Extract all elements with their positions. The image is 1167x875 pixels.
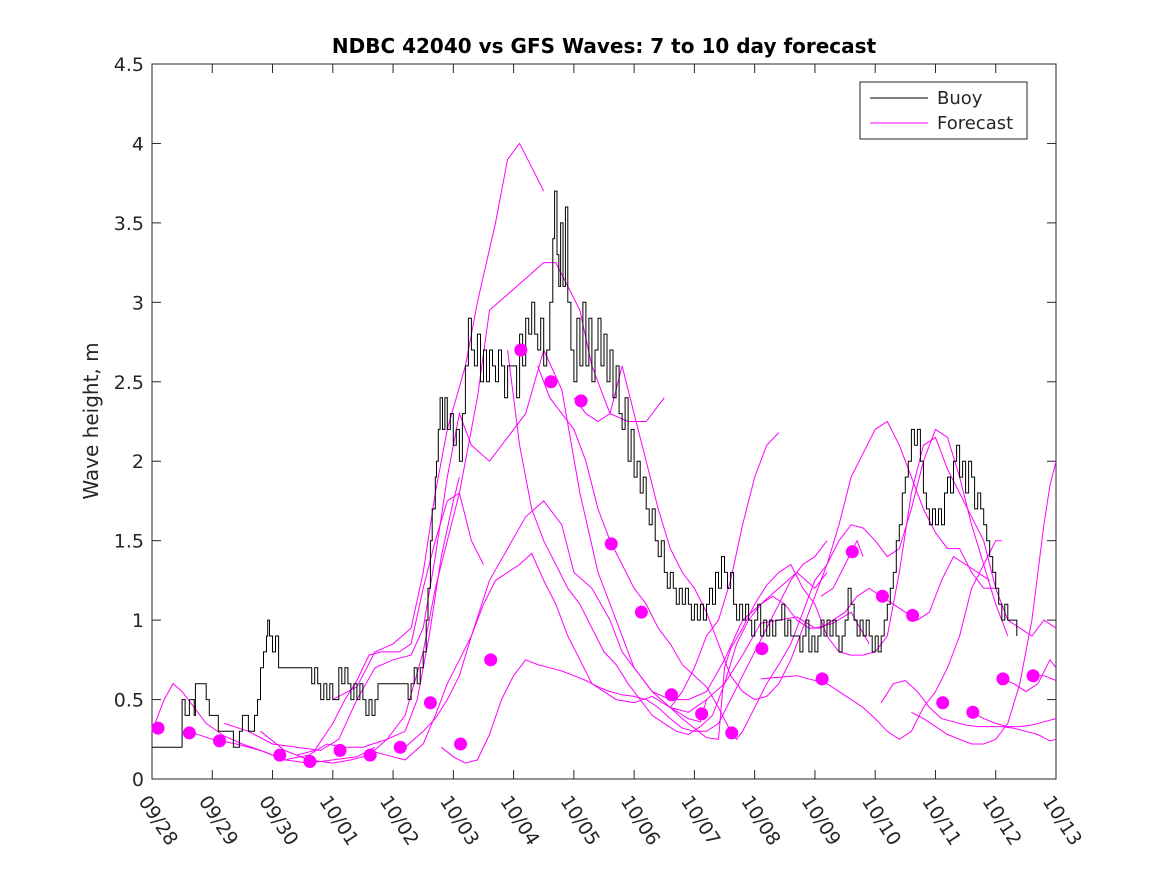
y-tick-label: 4 bbox=[132, 133, 144, 155]
forecast-line bbox=[188, 476, 460, 761]
forecast-marker bbox=[725, 726, 739, 740]
forecast-marker bbox=[634, 605, 648, 619]
y-tick-label: 3.5 bbox=[114, 213, 144, 235]
forecast-line bbox=[971, 711, 1057, 728]
forecast-marker bbox=[1026, 669, 1040, 683]
forecast-marker bbox=[936, 696, 950, 710]
forecast-line bbox=[296, 492, 484, 756]
forecast-marker bbox=[514, 343, 528, 357]
y-tick-label: 1 bbox=[132, 610, 144, 632]
forecast-marker bbox=[996, 672, 1010, 686]
forecast-line bbox=[669, 436, 1057, 740]
y-tick-label: 4.5 bbox=[114, 54, 144, 76]
forecast-marker bbox=[423, 696, 437, 710]
y-tick-label: 1.5 bbox=[114, 531, 144, 553]
y-tick-label: 2.5 bbox=[114, 372, 144, 394]
buoy-line bbox=[152, 190, 1018, 748]
y-tick-label: 2 bbox=[132, 451, 144, 473]
y-tick-label: 0 bbox=[132, 769, 144, 791]
forecast-marker bbox=[333, 743, 347, 757]
legend-buoy-label: Buoy bbox=[937, 88, 983, 109]
forecast-marker bbox=[815, 672, 829, 686]
forecast-line bbox=[224, 348, 828, 751]
chart-title: NDBC 42040 vs GFS Waves: 7 to 10 day for… bbox=[332, 34, 877, 58]
forecast-line bbox=[404, 552, 707, 748]
forecast-marker bbox=[906, 608, 920, 622]
legend-box bbox=[859, 81, 1028, 140]
forecast-marker bbox=[544, 375, 558, 389]
forecast-line bbox=[880, 679, 1057, 742]
y-tick-label: 0.5 bbox=[114, 690, 144, 712]
axes-box bbox=[151, 63, 1057, 780]
forecast-line bbox=[911, 461, 1057, 745]
forecast-marker bbox=[454, 737, 468, 751]
forecast-markers bbox=[151, 343, 1040, 769]
forecast-line bbox=[1001, 658, 1057, 693]
forecast-marker bbox=[484, 653, 498, 667]
forecast-marker bbox=[182, 726, 196, 740]
buoy-series bbox=[152, 190, 1018, 748]
forecast-marker bbox=[393, 740, 407, 754]
forecast-marker bbox=[273, 748, 287, 762]
forecast-marker bbox=[875, 589, 889, 603]
plot-area: 00.511.522.533.544.5 09/28 09/29 09/30 10/0… bbox=[114, 54, 1086, 850]
forecast-line bbox=[573, 365, 1009, 701]
forecast-marker bbox=[212, 734, 226, 748]
y-axis: 0 0.5 1 1.5 2 2.5 3 3.5 4 4.5 bbox=[114, 54, 1056, 791]
y-tick-label: 3 bbox=[132, 292, 144, 314]
y-axis-label: Wave height, m bbox=[79, 342, 103, 499]
forecast-marker bbox=[845, 545, 859, 559]
forecast-marker bbox=[151, 721, 165, 735]
forecast-marker bbox=[303, 755, 317, 769]
forecast-marker bbox=[755, 642, 769, 656]
forecast-marker bbox=[695, 707, 709, 721]
forecast-marker bbox=[664, 688, 678, 702]
forecast-line bbox=[669, 432, 780, 708]
legend-forecast-label: Forecast bbox=[937, 113, 1013, 134]
forecast-marker bbox=[604, 537, 618, 551]
forecast-marker bbox=[966, 705, 980, 719]
forecast-marker bbox=[574, 394, 588, 408]
forecast-line bbox=[537, 365, 996, 741]
legend: Buoy Forecast bbox=[859, 81, 1028, 140]
forecast-marker bbox=[363, 748, 377, 762]
forecast-line bbox=[820, 539, 864, 597]
